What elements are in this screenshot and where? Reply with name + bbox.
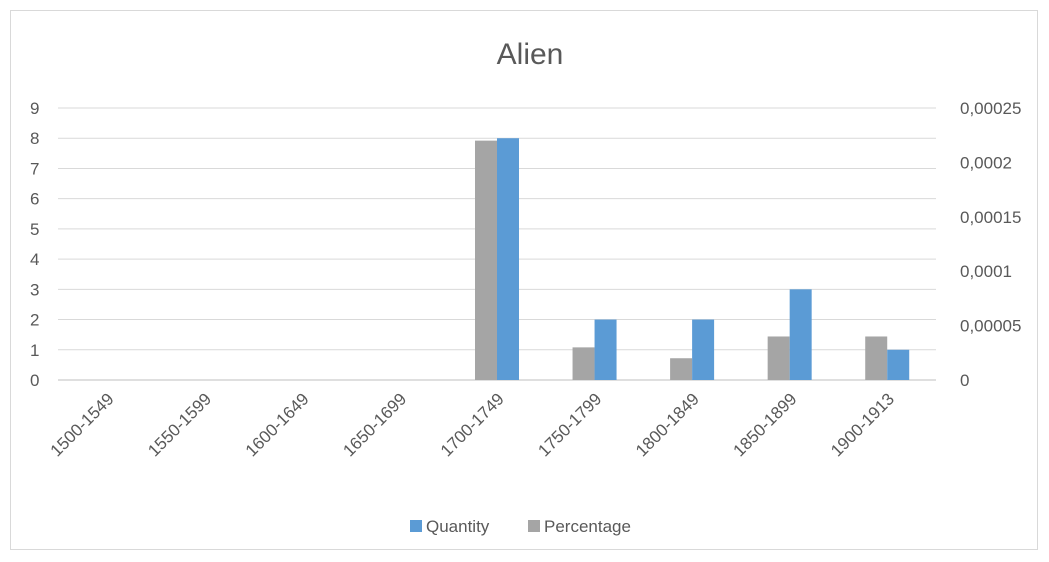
bar-quantity-1800-1849	[692, 319, 715, 380]
legend-label-percentage: Percentage	[544, 517, 631, 536]
chart-title: Alien	[497, 38, 564, 71]
x-tick-label: 1500-1549	[47, 389, 118, 460]
bar-percentage-1700-1749	[475, 140, 497, 380]
y-right-tick-label: 0,00025	[960, 99, 1021, 118]
y-left-tick-label: 9	[30, 99, 39, 118]
y-axis-left: 0 1 2 3 4 5 6 7 8 9	[30, 99, 39, 390]
y-right-tick-label: 0,00015	[960, 208, 1021, 227]
bar-percentage-1850-1899	[767, 336, 790, 380]
bar-quantity-1700-1749	[497, 138, 519, 380]
y-left-tick-label: 4	[30, 250, 39, 269]
legend-swatch-percentage	[528, 520, 540, 532]
x-tick-label: 1700-1749	[437, 389, 508, 460]
x-tick-label: 1850-1899	[730, 389, 801, 460]
x-tick-label: 1800-1849	[632, 389, 703, 460]
y-left-tick-label: 8	[30, 129, 39, 148]
x-tick-label: 1650-1699	[339, 389, 410, 460]
legend: Quantity Percentage	[410, 517, 631, 536]
bar-quantity-1850-1899	[789, 289, 812, 380]
legend-label-quantity: Quantity	[426, 517, 490, 536]
y-left-tick-label: 2	[30, 311, 39, 330]
x-axis-labels: 1500-1549 1550-1599 1600-1649 1650-1699 1700…	[47, 389, 898, 460]
legend-swatch-quantity	[410, 520, 422, 532]
bar-quantity-1900-1913	[887, 349, 910, 380]
y-left-tick-label: 5	[30, 220, 39, 239]
y-right-tick-label: 0,0001	[960, 262, 1012, 281]
bar-quantity-1750-1799	[594, 319, 617, 380]
x-tick-label: 1750-1799	[534, 389, 605, 460]
x-tick-label: 1550-1599	[144, 389, 215, 460]
y-left-tick-label: 7	[30, 159, 39, 178]
x-tick-label: 1600-1649	[242, 389, 313, 460]
y-right-tick-label: 0	[960, 371, 969, 390]
y-left-tick-label: 3	[30, 280, 39, 299]
bar-percentage-1800-1849	[670, 358, 693, 380]
chart-frame	[10, 10, 1038, 550]
y-axis-right: 0 0,00005 0,0001 0,00015 0,0002 0,00025	[960, 99, 1021, 390]
x-tick-label: 1900-1913	[827, 389, 898, 460]
bar-percentage-1900-1913	[865, 336, 888, 380]
y-left-tick-label: 1	[30, 341, 39, 360]
bar-percentage-1750-1799	[572, 347, 595, 380]
bars	[475, 138, 910, 380]
y-right-tick-label: 0,0002	[960, 153, 1012, 172]
y-left-tick-label: 6	[30, 190, 39, 209]
y-right-tick-label: 0,00005	[960, 317, 1021, 336]
y-left-tick-label: 0	[30, 371, 39, 390]
